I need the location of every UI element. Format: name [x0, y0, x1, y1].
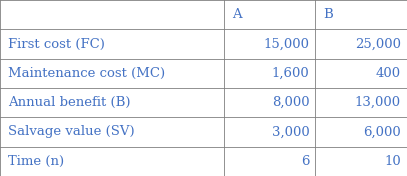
Text: Annual benefit (B): Annual benefit (B) [8, 96, 131, 109]
Text: 13,000: 13,000 [355, 96, 401, 109]
Text: 400: 400 [376, 67, 401, 80]
Text: Time (n): Time (n) [8, 155, 64, 168]
Text: 25,000: 25,000 [355, 37, 401, 51]
Text: 1,600: 1,600 [271, 67, 309, 80]
Text: 6: 6 [301, 155, 309, 168]
Text: 8,000: 8,000 [272, 96, 309, 109]
Text: 3,000: 3,000 [271, 125, 309, 139]
Text: 6,000: 6,000 [363, 125, 401, 139]
Text: 15,000: 15,000 [263, 37, 309, 51]
Text: First cost (FC): First cost (FC) [8, 37, 105, 51]
Text: 10: 10 [384, 155, 401, 168]
Text: A: A [232, 8, 242, 21]
Text: B: B [324, 8, 333, 21]
Text: Salvage value (SV): Salvage value (SV) [8, 125, 135, 139]
Text: Maintenance cost (MC): Maintenance cost (MC) [8, 67, 165, 80]
